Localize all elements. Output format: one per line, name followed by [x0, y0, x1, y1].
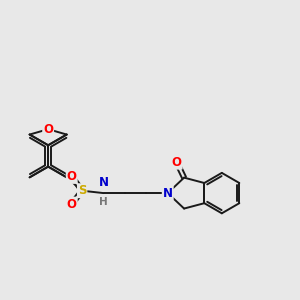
Text: H: H [99, 197, 108, 207]
Text: O: O [172, 156, 182, 169]
Text: O: O [67, 198, 77, 211]
Text: N: N [98, 176, 109, 189]
Text: N: N [163, 187, 173, 200]
Text: O: O [43, 123, 53, 136]
Text: O: O [67, 170, 77, 183]
Text: S: S [78, 184, 86, 197]
